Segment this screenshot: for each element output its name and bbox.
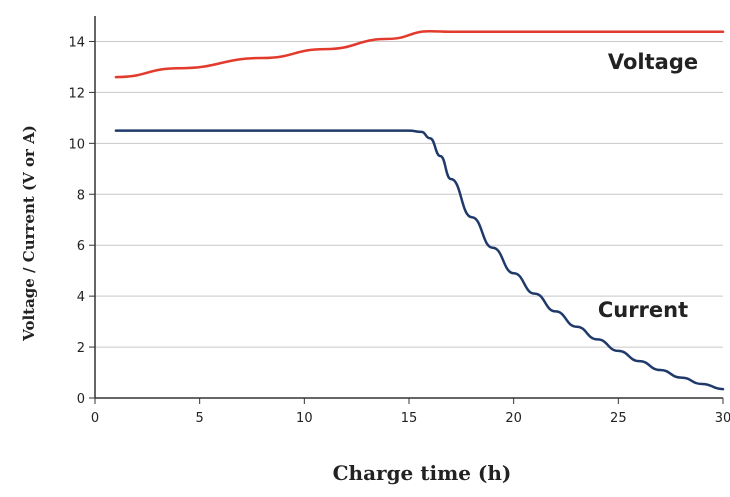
axes (89, 16, 724, 404)
y-tick-label-4: 4 (77, 290, 85, 305)
x-tick-label-5: 5 (196, 411, 204, 426)
tick-labels: 0 2 4 6 8 10 12 14 0 5 10 15 20 25 30 (68, 35, 730, 426)
series-line-voltage (114, 30, 725, 79)
x-tick-label-20: 20 (505, 411, 522, 426)
y-tick-label-6: 6 (77, 239, 85, 254)
y-tick-label-2: 2 (77, 341, 85, 356)
y-axis-title: Voltage / Current (V or A) (20, 125, 38, 342)
x-tick-label-15: 15 (401, 411, 418, 426)
current-series-label: Current (598, 298, 688, 322)
y-tick-label-14: 14 (68, 35, 85, 50)
series-line-current (114, 129, 725, 391)
voltage-series-label: Voltage (608, 50, 698, 74)
y-tick-label-8: 8 (77, 188, 85, 203)
x-tick-label-30: 30 (715, 411, 730, 426)
x-tick-label-10: 10 (296, 411, 313, 426)
series-lines (114, 30, 725, 391)
x-axis-title: Charge time (h) (333, 461, 512, 485)
y-tick-label-0: 0 (77, 392, 85, 407)
x-tick-label-25: 25 (610, 411, 627, 426)
x-tick-label-0: 0 (91, 411, 99, 426)
y-tick-label-12: 12 (68, 86, 85, 101)
gridlines (95, 40, 723, 348)
y-tick-label-10: 10 (68, 137, 85, 152)
